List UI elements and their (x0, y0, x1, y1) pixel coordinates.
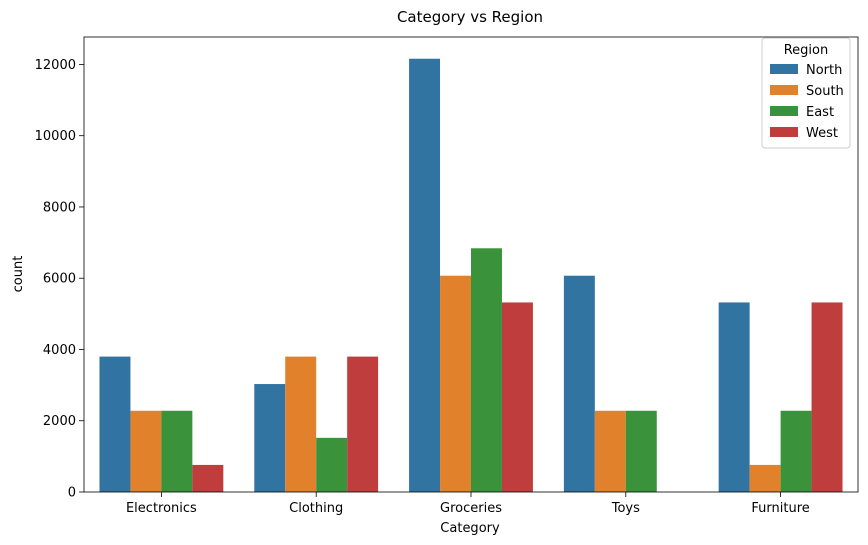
legend-title: Region (784, 43, 829, 58)
bar-west-groceries (501, 302, 533, 492)
y-tick-label: 0 (68, 486, 76, 501)
x-tick-label: Toys (611, 501, 640, 516)
legend-swatch-south (770, 85, 798, 95)
bar-west-furniture (811, 302, 843, 492)
bar-west-electronics (192, 464, 224, 492)
legend-label-north: North (806, 63, 842, 78)
bar-north-groceries (409, 58, 441, 492)
bar-east-furniture (780, 410, 812, 492)
y-tick-label: 8000 (43, 200, 76, 215)
y-tick-label: 12000 (35, 58, 76, 73)
bar-east-toys (625, 410, 657, 492)
bar-north-electronics (99, 356, 131, 492)
x-tick-label: Furniture (751, 501, 809, 516)
legend-label-east: East (806, 105, 834, 120)
bar-south-groceries (440, 275, 471, 492)
y-tick-label: 10000 (35, 129, 76, 144)
y-tick-label: 6000 (43, 272, 76, 287)
bar-east-groceries (471, 248, 502, 492)
y-tick-label: 4000 (43, 343, 76, 358)
x-tick-label: Groceries (440, 501, 502, 516)
legend-swatch-east (770, 106, 798, 116)
legend-swatch-west (770, 127, 798, 137)
bar-east-electronics (161, 410, 193, 492)
x-tick-label: Clothing (289, 501, 343, 516)
x-axis-label: Category (440, 521, 500, 536)
bar-south-toys (594, 410, 626, 492)
plot-area: 0 2000 4000 6000 8000 10000 12000 Electronics Cl… (35, 36, 859, 516)
bar-south-electronics (130, 410, 162, 492)
bar-east-clothing (316, 437, 348, 492)
bar-south-furniture (749, 464, 781, 492)
y-axis-label: count (11, 256, 26, 293)
chart-title: Category vs Region (397, 8, 543, 26)
bar-south-clothing (285, 356, 317, 492)
legend: Region North South East West (761, 37, 851, 149)
legend-label-west: West (806, 126, 838, 141)
bar-west-clothing (347, 356, 379, 492)
x-tick-label: Electronics (126, 501, 197, 516)
legend-swatch-north (770, 64, 798, 74)
bar-north-clothing (254, 384, 286, 492)
bar-north-furniture (718, 302, 750, 492)
bar-north-toys (563, 275, 595, 492)
legend-label-south: South (806, 84, 844, 99)
y-tick-label: 2000 (43, 414, 76, 429)
